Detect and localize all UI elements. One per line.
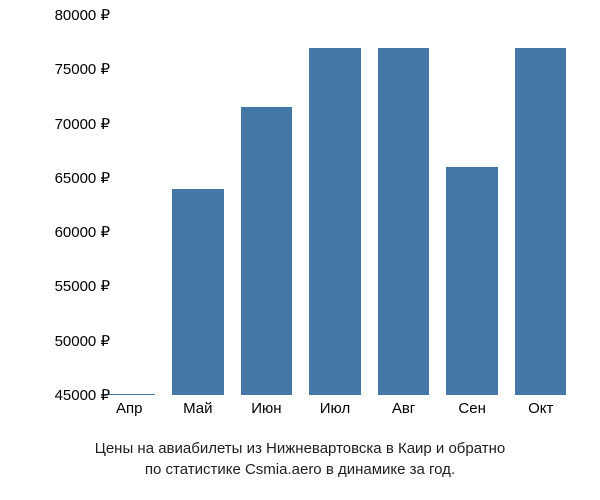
price-chart: Цены на авиабилеты из Нижневартовска в К… [0, 0, 600, 500]
bar [446, 167, 497, 395]
bar [309, 48, 360, 395]
y-axis-tick-label: 75000 ₽ [55, 60, 110, 78]
x-axis-tick-label: Май [183, 400, 212, 417]
x-axis-tick-label: Сен [458, 400, 485, 417]
x-axis-tick-label: Авг [392, 400, 415, 417]
y-axis-tick-label: 55000 ₽ [55, 277, 110, 295]
bar [172, 189, 223, 395]
bar [378, 48, 429, 395]
x-axis-tick-label: Июн [251, 400, 281, 417]
chart-caption-line2: по статистике Csmia.aero в динамике за г… [0, 459, 600, 480]
bar [104, 394, 155, 395]
chart-caption-line1: Цены на авиабилеты из Нижневартовска в К… [0, 438, 600, 459]
y-axis-tick-label: 60000 ₽ [55, 223, 110, 241]
bar [241, 107, 292, 395]
bar [515, 48, 566, 395]
y-axis-tick-label: 50000 ₽ [55, 332, 110, 350]
y-axis-tick-label: 70000 ₽ [55, 115, 110, 133]
x-axis-tick-label: Апр [116, 400, 142, 417]
x-axis-tick-label: Окт [528, 400, 553, 417]
y-axis-tick-label: 45000 ₽ [55, 386, 110, 404]
plot-area [95, 15, 575, 395]
y-axis-tick-label: 80000 ₽ [55, 6, 110, 24]
x-axis-tick-label: Июл [320, 400, 350, 417]
y-axis-tick-label: 65000 ₽ [55, 169, 110, 187]
